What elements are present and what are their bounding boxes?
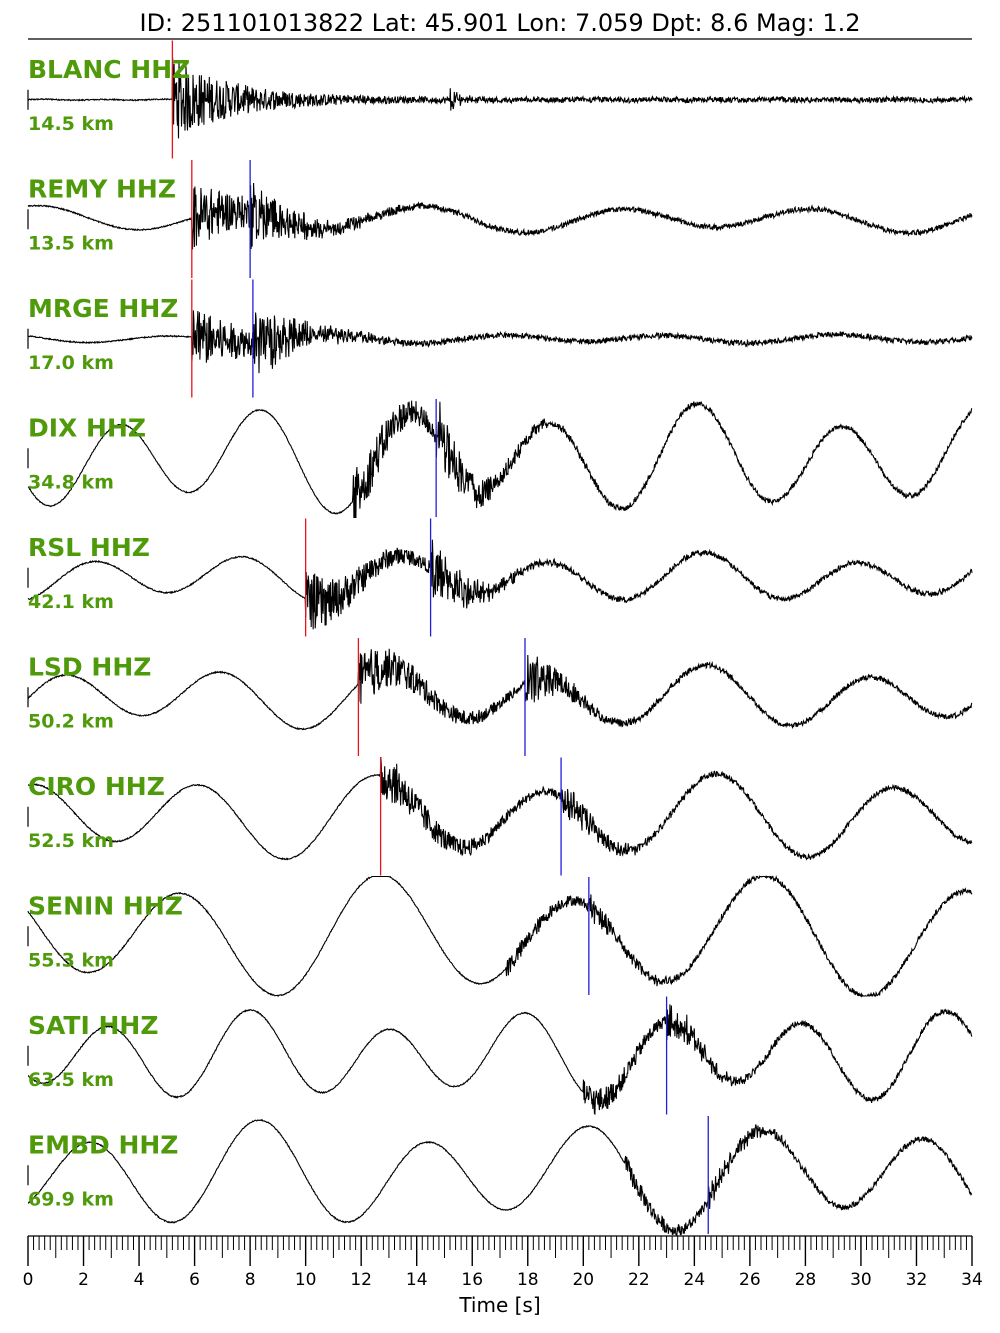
x-tick-label: 26 bbox=[739, 1270, 761, 1290]
x-tick-label: 28 bbox=[795, 1270, 817, 1290]
waveform-trace bbox=[27, 310, 973, 374]
station-distance: 55.3 km bbox=[28, 950, 114, 972]
waveform-trace bbox=[27, 874, 973, 998]
x-tick-label: 6 bbox=[189, 1270, 200, 1290]
x-tick-label: 16 bbox=[461, 1270, 483, 1290]
station-label: REMY HHZ bbox=[28, 175, 176, 204]
trace-row: LSD HHZ 50.2 km bbox=[27, 638, 973, 756]
trace-row: REMY HHZ 13.5 km bbox=[27, 160, 973, 278]
x-tick-label: 14 bbox=[406, 1270, 428, 1290]
x-tick-label: 18 bbox=[517, 1270, 539, 1290]
waveform-trace bbox=[28, 756, 973, 861]
trace-row: BLANC HHZ 14.5 km bbox=[27, 40, 973, 159]
waveform-trace bbox=[27, 648, 973, 731]
time-axis: 0 2 4 6 8 10 12 14 16 18 20 22 24 26 28 30 32 34 bbox=[23, 1235, 983, 1290]
waveform-trace bbox=[27, 1118, 973, 1236]
station-distance: 69.9 km bbox=[28, 1189, 114, 1211]
waveform-trace bbox=[27, 182, 973, 250]
waveform-trace bbox=[27, 57, 973, 139]
waveform-trace bbox=[27, 539, 973, 630]
x-tick-label: 22 bbox=[628, 1270, 650, 1290]
trace-row: EMBD HHZ 69.9 km bbox=[27, 1116, 973, 1236]
station-label: SATI HHZ bbox=[28, 1011, 158, 1040]
x-tick-label: 30 bbox=[850, 1270, 872, 1290]
station-distance: 50.2 km bbox=[28, 711, 114, 733]
x-tick-label: 0 bbox=[23, 1270, 34, 1290]
station-label: RSL HHZ bbox=[28, 533, 150, 562]
x-tick-label: 32 bbox=[906, 1270, 928, 1290]
x-tick-label: 24 bbox=[684, 1270, 706, 1290]
waveform-trace bbox=[27, 400, 973, 519]
station-distance: 14.5 km bbox=[28, 113, 114, 135]
station-distance: 63.5 km bbox=[28, 1069, 114, 1091]
waveform-trace bbox=[27, 1004, 973, 1116]
station-label: LSD HHZ bbox=[28, 653, 151, 682]
x-tick-label: 20 bbox=[572, 1270, 594, 1290]
trace-row: DIX HHZ 34.8 km bbox=[27, 399, 973, 519]
trace-row: MRGE HHZ 17.0 km bbox=[27, 279, 973, 398]
trace-row: CIRO HHZ 52.5 km bbox=[27, 756, 973, 876]
trace-row: SATI HHZ 63.5 km bbox=[27, 996, 973, 1116]
station-distance: 52.5 km bbox=[28, 830, 114, 852]
station-label: CIRO HHZ bbox=[28, 772, 165, 801]
station-distance: 17.0 km bbox=[28, 352, 114, 374]
station-label: BLANC HHZ bbox=[28, 55, 190, 84]
x-tick-label: 4 bbox=[134, 1270, 145, 1290]
station-label: MRGE HHZ bbox=[28, 294, 178, 323]
chart-title: ID: 251101013822 Lat: 45.901 Lon: 7.059 … bbox=[139, 9, 860, 37]
station-label: DIX HHZ bbox=[28, 414, 146, 443]
trace-panel: BLANC HHZ 14.5 km REMY HHZ 13.5 km MRGE HHZ 1… bbox=[27, 40, 973, 1236]
x-tick-label: 10 bbox=[295, 1270, 317, 1290]
station-distance: 42.1 km bbox=[28, 591, 114, 613]
trace-row: SENIN HHZ 55.3 km bbox=[27, 874, 973, 998]
station-distance: 13.5 km bbox=[28, 233, 114, 255]
station-label: EMBD HHZ bbox=[28, 1131, 178, 1160]
x-tick-label: 34 bbox=[961, 1270, 983, 1290]
x-tick-label: 12 bbox=[350, 1270, 372, 1290]
x-axis-label: Time [s] bbox=[458, 1293, 540, 1317]
trace-row: RSL HHZ 42.1 km bbox=[27, 518, 973, 637]
x-tick-label: 2 bbox=[78, 1270, 89, 1290]
station-distance: 34.8 km bbox=[28, 472, 114, 494]
x-tick-label: 8 bbox=[245, 1270, 256, 1290]
station-label: SENIN HHZ bbox=[28, 892, 183, 921]
